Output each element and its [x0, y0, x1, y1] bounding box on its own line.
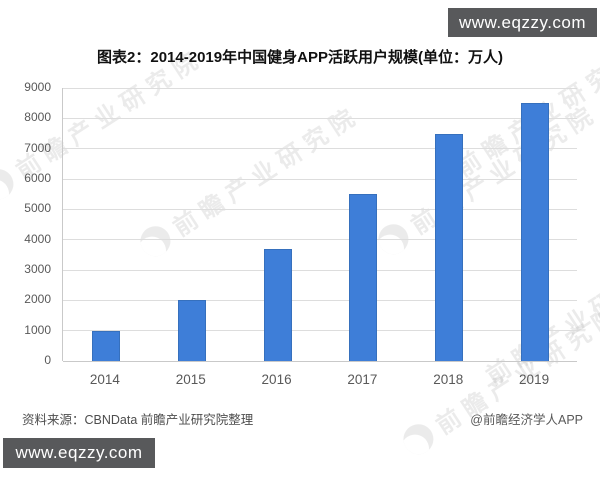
- bar-chart-plot-area: [62, 87, 577, 362]
- site-badge-label: www.eqzzy.com: [458, 12, 587, 32]
- gridline-3000: [63, 269, 577, 271]
- gridline-5000: [63, 208, 577, 210]
- x-tick-label-2017: 2017: [347, 372, 378, 387]
- x-tick-label-2018: 2018: [433, 372, 464, 387]
- bar-2018: [435, 133, 464, 361]
- gridline-9000: [63, 87, 577, 89]
- y-tick-label-7000: 7000: [24, 140, 51, 155]
- y-tick-label-0: 0: [44, 353, 51, 367]
- gridline-6000: [63, 178, 577, 180]
- qianzhan-logo-icon: [397, 418, 439, 460]
- y-tick-label-1000: 1000: [24, 322, 51, 337]
- credit-note: @前瞻经济学人APP: [470, 413, 583, 427]
- bar-2015: [177, 300, 206, 361]
- y-tick-label-6000: 6000: [24, 171, 51, 185]
- gridline-4000: [63, 239, 577, 241]
- site-badge-label: www.eqzzy.com: [15, 443, 143, 462]
- chart-title: 图表2：2014-2019年中国健身APP活跃用户规模(单位：万人): [97, 49, 503, 66]
- site-badge-top-right: www.eqzzy.com: [448, 8, 597, 37]
- site-badge-bottom-left: www.eqzzy.com: [3, 438, 155, 468]
- bar-2019: [521, 103, 550, 361]
- bar-2014: [91, 330, 120, 361]
- bar-2017: [349, 194, 378, 361]
- x-tick-label-2019: 2019: [519, 372, 550, 387]
- y-tick-label-4000: 4000: [24, 231, 51, 246]
- y-tick-label-2000: 2000: [24, 292, 51, 307]
- bar-2016: [263, 248, 292, 361]
- gridline-2000: [63, 299, 577, 301]
- gridline-7000: [63, 148, 577, 150]
- x-tick-label-2015: 2015: [175, 372, 206, 387]
- y-tick-label-9000: 9000: [24, 80, 51, 94]
- y-tick-label-8000: 8000: [24, 110, 51, 125]
- x-tick-label-2016: 2016: [261, 372, 292, 387]
- gridline-1000: [63, 330, 577, 332]
- gridline-0: [63, 360, 577, 362]
- gridline-8000: [63, 117, 577, 119]
- data-source-note: 资料来源：CBNData 前瞻产业研究院整理: [22, 413, 254, 427]
- x-tick-label-2014: 2014: [89, 372, 120, 387]
- y-tick-label-3000: 3000: [24, 262, 51, 276]
- y-tick-label-5000: 5000: [24, 201, 51, 216]
